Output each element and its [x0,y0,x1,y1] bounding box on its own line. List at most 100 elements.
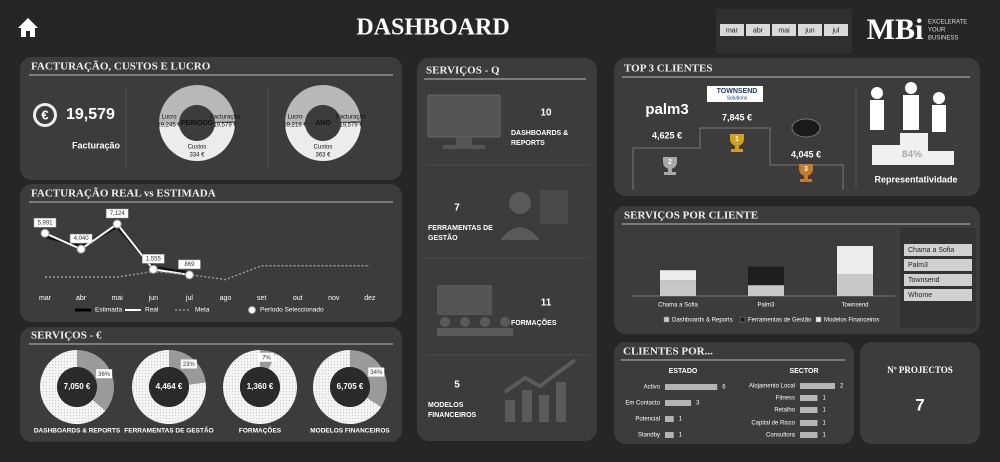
data-label: 5,991 [37,220,53,226]
data-label: 7,124 [110,211,126,217]
donut-amount: 1,360 € [247,382,274,391]
student-icon [500,317,510,327]
bar-value: 2 [840,384,844,390]
panel-title: SERVIÇOS - Q [426,65,500,77]
slicer-item-label: Whome [908,292,932,299]
legend-label: Meta [195,307,210,314]
x-tick-label: jun [148,295,158,302]
donut-rest [132,350,206,424]
podium-outline [632,127,844,190]
panel-title: SERVIÇOS - € [31,330,102,342]
x-tick-label: mai [112,295,124,302]
bar-category: Capital de Risco [751,421,795,427]
month-button-label: mar [726,27,739,34]
panel-title: FACTURAÇÃO, CUSTOS E LUCRO [31,61,211,73]
month-button[interactable] [720,24,744,36]
donut-amount: 7,050 € [64,382,91,391]
clipboard-icon [540,190,568,224]
chart-bar-icon [522,390,532,422]
donut-center-label: PERÍODO [181,118,214,127]
donut-category: Lucro [161,115,177,121]
x-tick-label: abr [76,295,87,302]
stacked-bar [837,274,873,296]
bar-value: 1 [823,408,827,414]
client-logo [791,118,821,138]
bar [800,420,818,426]
slicer-item[interactable] [904,289,972,301]
service-label: MODELOS FINANCEIROS [428,402,477,419]
dashboard-title: DASHBOARD [356,15,509,41]
month-button[interactable] [772,24,796,36]
x-tick-label: Palm3 [757,303,775,309]
panel [20,184,402,322]
bar [665,400,692,406]
donut-hole [57,367,97,407]
month-button[interactable] [746,24,770,36]
client-logo: palm3 [645,101,688,118]
service-label: FORMAÇÕES [511,318,557,327]
panel-title: CLIENTES POR... [623,346,713,358]
figure-head [905,82,917,94]
x-tick-label: dez [364,295,376,302]
slicer-item[interactable] [904,259,972,271]
bar-category: Standby [638,433,660,439]
month-button-label: mai [778,27,790,34]
kpi-title: Nº PROJECTOS [887,365,953,375]
donut-slice [285,123,361,161]
figure-head [933,92,945,104]
person-icon [509,192,531,214]
monitor-base [443,145,485,149]
podium-icon [872,133,954,165]
donut-slice [350,350,388,407]
share-label: Representatividade [874,174,957,184]
panel-title: SERVIÇOS POR CLIENTE [624,210,758,222]
donut-hole [149,367,189,407]
bar-value: 1 [679,417,683,423]
kpi-value: 7 [915,395,924,414]
bar-category: Consultora [766,433,796,439]
data-label-box [178,259,201,270]
chart-bar-icon [505,400,515,422]
service-count: 5 [454,380,460,391]
stacked-bar [748,285,784,296]
service-label: FERRAMENTAS DE GESTÃO [428,225,495,242]
share-label-box [368,367,385,377]
trophy-rank: 3 [804,166,808,173]
service-label: DASHBOARDS & REPORTS [34,428,121,435]
donut-slice [214,120,235,123]
trophy [799,164,813,182]
slicer-item[interactable] [904,244,972,256]
panel [614,342,854,444]
data-label-box [33,217,57,228]
share-label-box [96,369,113,379]
figure-head [871,87,883,99]
bar [665,432,674,438]
donut-category: Facturação [336,115,367,121]
podium-figures [870,95,946,132]
bar [665,416,674,422]
student-icon [440,317,450,327]
home-icon[interactable] [18,18,38,37]
month-button[interactable] [824,24,848,36]
kpi-label: Facturação [72,140,121,150]
slicer-item[interactable] [904,274,972,286]
bar-category: Potencial [635,417,660,423]
donut-value-label: 363 € [315,153,331,159]
share-value: 84% [902,150,922,161]
donut-slice [285,85,361,126]
x-tick-label: nov [328,295,340,302]
bar-value: 1 [823,421,827,427]
donut-hole [240,367,280,407]
panel-title: TOP 3 CLIENTES [624,63,712,75]
month-button[interactable] [798,24,822,36]
desk-icon [437,328,513,336]
slicer-item-label: Palm3 [908,262,928,269]
service-label: DASHBOARDS & REPORTS [511,130,570,147]
donut-category: Custos [188,145,207,151]
service-label: MODELOS FINANCEIROS [310,428,390,435]
donut-value-label: 19,245 € [157,123,181,129]
selected-point [148,264,158,274]
donut-rest [223,350,297,424]
legend-swatch [739,316,746,323]
